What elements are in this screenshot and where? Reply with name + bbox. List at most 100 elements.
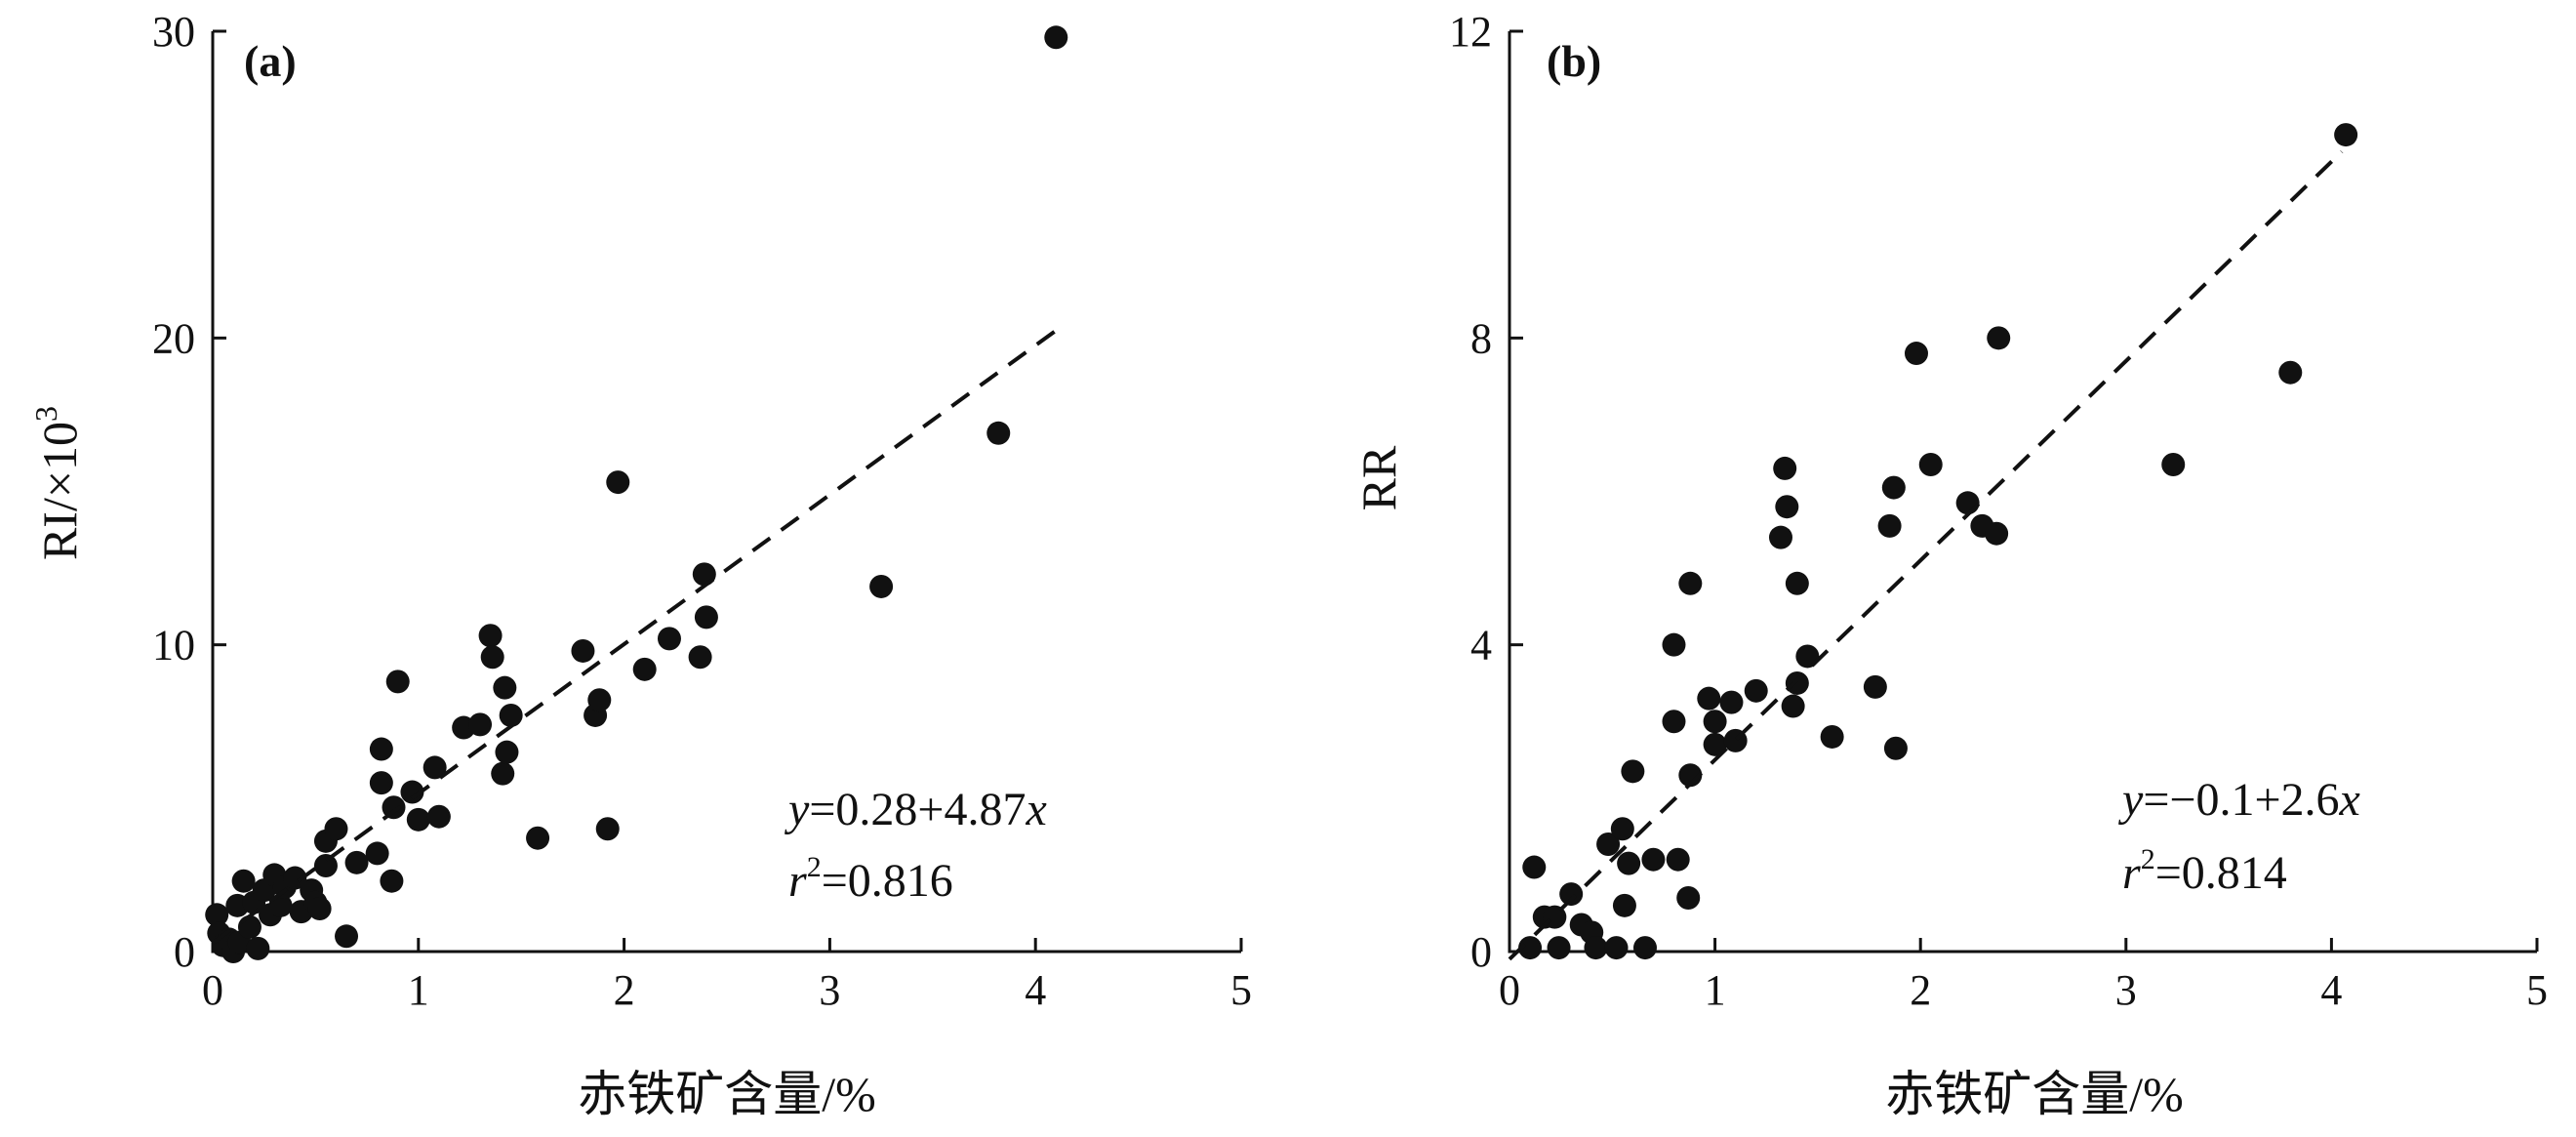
data-point — [1678, 571, 1703, 595]
data-point — [1955, 491, 1980, 515]
data-point — [1877, 513, 1902, 538]
data-point — [423, 755, 447, 780]
data-point — [688, 645, 712, 670]
r-value: =0.814 — [2155, 847, 2287, 899]
data-point — [369, 771, 393, 795]
data-point — [491, 761, 515, 786]
data-point — [369, 737, 393, 761]
data-point — [1775, 495, 1799, 519]
data-point — [1883, 736, 1908, 760]
x-axis-title: 赤铁矿含量/% — [1885, 1067, 2184, 1121]
fit-line — [1508, 149, 2344, 961]
fit-equation: y=0.28+4.87x — [784, 784, 1047, 835]
data-point — [499, 703, 523, 727]
data-point — [1904, 342, 1928, 366]
tick-labels: 0 1 2 3 4 5 0 10 20 30 — [152, 8, 1252, 1014]
x-tick-label: 0 — [1499, 966, 1520, 1014]
panel-label: (b) — [1547, 36, 1601, 86]
data-point — [283, 866, 307, 890]
data-point — [1678, 763, 1703, 788]
y-axis-title: RR — [1351, 445, 1406, 510]
data-point — [1768, 525, 1792, 549]
x-tick-label: 3 — [819, 966, 840, 1014]
y-tick-label: 0 — [1470, 928, 1492, 976]
data-point — [468, 712, 493, 737]
data-point — [246, 936, 270, 960]
equation-body: =−0.1+2.6 — [2143, 774, 2339, 826]
data-point — [526, 826, 550, 850]
ticks — [1508, 29, 2539, 954]
x-tick-label: 4 — [1025, 966, 1046, 1014]
x-tick-label: 5 — [2526, 966, 2548, 1014]
y-axis-title: RI/×103 — [28, 406, 87, 560]
data-point — [493, 675, 517, 700]
data-point — [1621, 759, 1645, 784]
data-point — [1604, 936, 1629, 960]
data-point — [2278, 360, 2303, 385]
data-point — [1662, 632, 1686, 657]
data-point — [385, 670, 410, 694]
data-point — [426, 804, 451, 829]
data-point — [1744, 678, 1768, 703]
data-point — [344, 850, 369, 874]
r-var: r — [788, 855, 807, 907]
axis-lines — [211, 31, 1241, 954]
x-tick-label: 1 — [408, 966, 429, 1014]
data-point — [986, 421, 1011, 445]
ticks — [211, 29, 1243, 954]
data-point — [237, 914, 262, 939]
data-point — [1522, 855, 1547, 879]
x-tick-label: 3 — [2115, 966, 2137, 1014]
data-point — [1518, 936, 1543, 960]
y-axis-title-main: RR — [1351, 445, 1406, 510]
y-tick-label: 8 — [1470, 314, 1492, 362]
data-point — [595, 817, 620, 841]
equation-y-var: y — [2117, 774, 2144, 826]
x-tick-label: 5 — [1230, 966, 1252, 1014]
data-point — [657, 627, 681, 651]
equation-x-var: x — [1025, 784, 1046, 835]
data-points — [205, 25, 1068, 963]
y-tick-label: 20 — [152, 314, 195, 362]
data-point — [307, 896, 332, 920]
data-point — [1559, 882, 1584, 907]
data-point — [1781, 694, 1805, 718]
data-point — [1863, 674, 1887, 699]
equation-y-var: y — [784, 784, 810, 835]
fit-equation: y=−0.1+2.6x — [2117, 774, 2360, 826]
data-point — [335, 924, 359, 949]
data-point — [587, 688, 612, 712]
panel-label: (a) — [244, 36, 297, 86]
data-point — [478, 624, 503, 648]
data-point — [694, 605, 718, 629]
data-point — [1612, 893, 1636, 917]
r-var: r — [2122, 847, 2141, 899]
y-tick-label: 4 — [1470, 622, 1492, 670]
r-squared: r2=0.816 — [788, 851, 953, 907]
r-value: =0.816 — [822, 855, 953, 907]
equation-x-var: x — [2339, 774, 2360, 826]
data-point — [365, 841, 389, 866]
data-point — [1697, 686, 1721, 711]
data-point — [2334, 123, 2358, 147]
y-axis-title-main: RI/×10 — [32, 422, 87, 560]
x-tick-label: 2 — [614, 966, 635, 1014]
data-point — [231, 869, 256, 893]
data-point — [1666, 847, 1690, 872]
r-sup: 2 — [807, 851, 822, 883]
x-tick-label: 1 — [1705, 966, 1726, 1014]
axis-lines — [1508, 31, 2537, 954]
x-axis-title: 赤铁矿含量/% — [578, 1067, 876, 1121]
data-point — [1641, 847, 1666, 872]
equation-body: =0.28+4.87 — [809, 784, 1026, 835]
data-point — [1610, 817, 1634, 841]
data-point — [1985, 521, 2009, 546]
data-point — [205, 903, 229, 927]
data-point — [324, 817, 348, 841]
data-point — [1596, 832, 1621, 856]
r-sup: 2 — [2141, 843, 2155, 875]
data-point — [1703, 710, 1727, 734]
y-tick-label: 30 — [152, 8, 195, 56]
y-tick-label: 12 — [1449, 8, 1492, 56]
